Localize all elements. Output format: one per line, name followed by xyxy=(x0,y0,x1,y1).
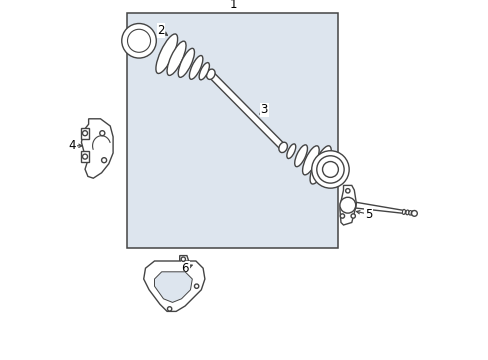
Polygon shape xyxy=(339,185,355,225)
Circle shape xyxy=(181,257,185,261)
Polygon shape xyxy=(355,202,414,215)
Circle shape xyxy=(167,307,171,311)
Circle shape xyxy=(316,156,344,183)
Ellipse shape xyxy=(302,146,319,175)
Text: 6: 6 xyxy=(181,262,188,275)
Circle shape xyxy=(82,131,87,136)
Ellipse shape xyxy=(410,211,413,215)
Circle shape xyxy=(82,154,87,159)
Circle shape xyxy=(127,29,150,52)
Ellipse shape xyxy=(405,210,408,215)
Text: 2: 2 xyxy=(157,24,164,37)
Text: 3: 3 xyxy=(260,103,267,116)
Circle shape xyxy=(339,197,355,213)
Polygon shape xyxy=(154,272,192,302)
Polygon shape xyxy=(81,128,88,139)
Ellipse shape xyxy=(408,211,411,215)
Circle shape xyxy=(122,23,156,58)
Ellipse shape xyxy=(206,69,215,80)
Circle shape xyxy=(340,214,344,218)
Circle shape xyxy=(322,162,338,177)
Bar xyxy=(127,13,337,248)
Ellipse shape xyxy=(286,144,295,158)
Polygon shape xyxy=(179,256,188,265)
Ellipse shape xyxy=(402,210,405,215)
Circle shape xyxy=(411,211,416,216)
Circle shape xyxy=(100,131,104,136)
Ellipse shape xyxy=(189,55,203,79)
Ellipse shape xyxy=(278,142,287,153)
Circle shape xyxy=(311,151,348,188)
Ellipse shape xyxy=(178,48,194,77)
Circle shape xyxy=(194,284,199,288)
Circle shape xyxy=(350,214,355,218)
Text: 1: 1 xyxy=(229,0,236,11)
Polygon shape xyxy=(81,119,113,178)
Ellipse shape xyxy=(167,41,185,76)
Polygon shape xyxy=(143,261,204,311)
Text: 5: 5 xyxy=(364,208,372,221)
Text: 4: 4 xyxy=(68,139,76,152)
Circle shape xyxy=(345,189,349,193)
Ellipse shape xyxy=(156,34,177,73)
Ellipse shape xyxy=(294,145,307,167)
Polygon shape xyxy=(209,71,284,150)
Ellipse shape xyxy=(199,63,209,80)
Ellipse shape xyxy=(309,146,330,184)
Circle shape xyxy=(102,158,106,163)
Polygon shape xyxy=(81,151,88,162)
